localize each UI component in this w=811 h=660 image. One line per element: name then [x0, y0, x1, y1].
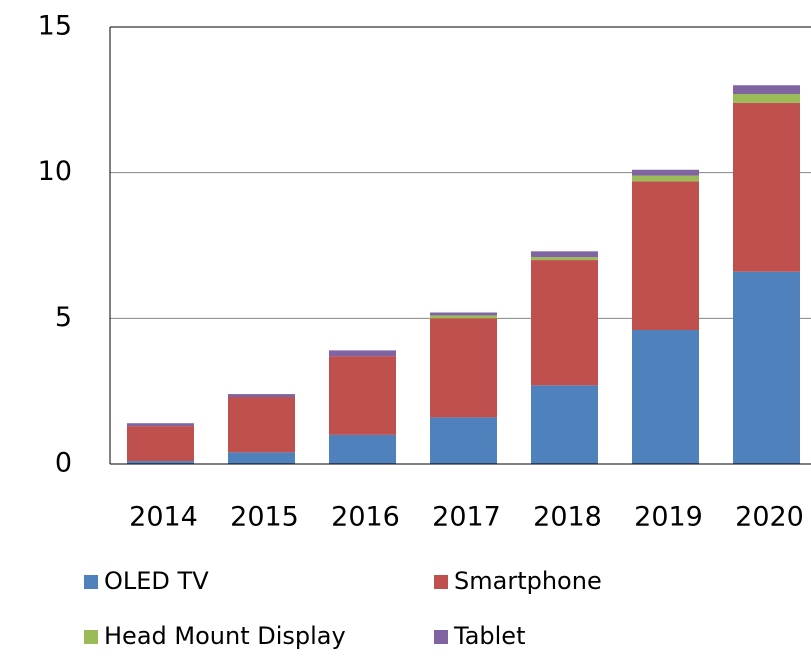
bar-segment — [228, 394, 295, 397]
x-tick-label: 2017 — [432, 502, 501, 533]
bar-segment — [430, 417, 497, 464]
bar-segment — [329, 434, 396, 464]
bar-segment — [632, 169, 699, 176]
legend-label: OLED TV — [104, 567, 209, 595]
y-tick-label: 10 — [38, 156, 72, 187]
y-tick-label: 0 — [55, 448, 72, 479]
bar-segment — [733, 271, 800, 464]
bar-segment — [127, 461, 194, 464]
bar-segment — [228, 452, 295, 464]
x-tick-label: 2015 — [230, 502, 299, 533]
legend-swatch — [84, 630, 98, 644]
y-tick-label: 5 — [55, 302, 72, 333]
bar-segment — [430, 318, 497, 418]
x-tick-label: 2020 — [735, 502, 804, 533]
legend-label: Smartphone — [454, 567, 602, 595]
bar-segment — [531, 257, 598, 261]
legend-label: Tablet — [453, 622, 525, 650]
x-tick-label: 2016 — [331, 502, 400, 533]
bar-segment — [329, 356, 396, 435]
bar-segment — [329, 350, 396, 357]
bar-segment — [127, 426, 194, 462]
bar-segment — [733, 102, 800, 272]
x-tick-label: 2019 — [634, 502, 703, 533]
bar-segment — [733, 94, 800, 103]
bar-segment — [127, 423, 194, 427]
y-tick-label: 15 — [38, 11, 72, 42]
x-tick-label: 2014 — [129, 502, 198, 533]
bar-segment — [531, 385, 598, 464]
bar-segment — [228, 396, 295, 453]
legend-label: Head Mount Display — [104, 622, 346, 650]
bar-segment — [531, 251, 598, 258]
bar-segment — [430, 312, 497, 316]
bar-segment — [632, 329, 699, 464]
bar-segment — [733, 85, 800, 95]
bar-segment — [531, 260, 598, 386]
bar-segment — [632, 181, 699, 330]
x-tick-label: 2018 — [533, 502, 602, 533]
legend-swatch — [434, 630, 448, 644]
legend-swatch — [434, 575, 448, 589]
bar-segment — [430, 315, 497, 319]
bar-segment — [632, 175, 699, 182]
legend-swatch — [84, 575, 98, 589]
